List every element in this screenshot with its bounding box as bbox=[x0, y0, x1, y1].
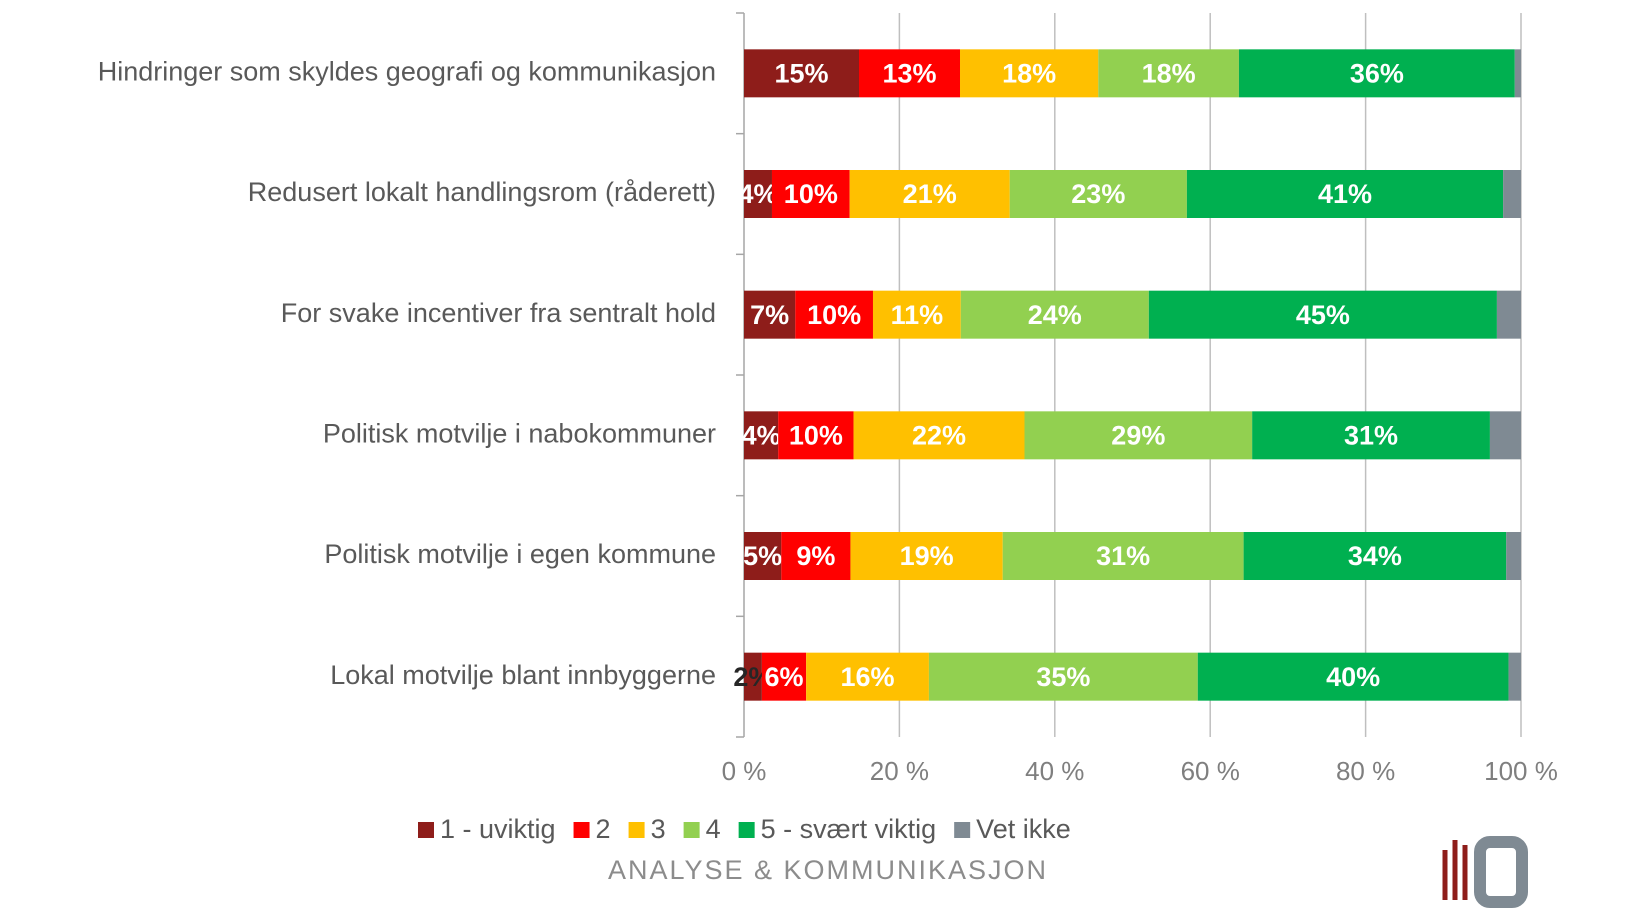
legend-swatch bbox=[628, 822, 645, 838]
footer: ANALYSE & KOMMUNIKASJON bbox=[608, 855, 1048, 885]
legend-label: 3 bbox=[651, 814, 666, 844]
x-tick-label: 20 % bbox=[870, 756, 929, 786]
bar-segment bbox=[1009, 170, 1187, 218]
bar-segment bbox=[1186, 170, 1504, 218]
data-label: 10% bbox=[789, 420, 843, 450]
bar-segment bbox=[1508, 652, 1521, 701]
legend-label: Vet ikke bbox=[976, 814, 1071, 844]
bar-segment bbox=[1489, 411, 1521, 460]
bar-segment bbox=[1238, 49, 1515, 98]
data-label: 16% bbox=[841, 662, 895, 692]
bar-segment bbox=[1243, 532, 1507, 580]
data-label: 18% bbox=[1142, 58, 1196, 88]
bar-segment bbox=[1503, 170, 1521, 218]
data-label: 45% bbox=[1296, 300, 1350, 330]
bar-segment bbox=[744, 170, 772, 218]
data-label: 22% bbox=[912, 420, 966, 450]
bar-segment bbox=[872, 290, 961, 339]
bar-segment bbox=[744, 290, 796, 339]
bar-segment bbox=[744, 652, 762, 701]
data-label: 5% bbox=[743, 541, 782, 571]
legend-swatch bbox=[418, 822, 434, 838]
data-label: 19% bbox=[900, 541, 954, 571]
bar-segment bbox=[806, 652, 929, 701]
x-tick-label: 60 % bbox=[1181, 756, 1240, 786]
data-label: 18% bbox=[1002, 58, 1056, 88]
bar-segment bbox=[858, 49, 961, 98]
bar-segment bbox=[1506, 532, 1521, 580]
bar-segment bbox=[853, 411, 1025, 460]
bar-segment bbox=[771, 170, 850, 218]
data-label: 15% bbox=[774, 58, 828, 88]
category-label: For svake incentiver fra sentralt hold bbox=[281, 298, 716, 328]
data-label: 13% bbox=[882, 58, 936, 88]
bar-segment bbox=[778, 411, 854, 460]
legend-swatch bbox=[683, 822, 700, 838]
data-label: 23% bbox=[1071, 179, 1125, 209]
category-label: Lokal motvilje blant innbyggerne bbox=[330, 660, 716, 690]
bar-segment bbox=[744, 532, 782, 580]
data-label: 34% bbox=[1348, 541, 1402, 571]
legend-swatch bbox=[573, 822, 590, 838]
bar-segment bbox=[744, 49, 859, 98]
category-label: Politisk motvilje i nabokommuner bbox=[323, 418, 716, 448]
bar-segment bbox=[1002, 532, 1244, 580]
x-tick-label: 0 % bbox=[722, 756, 767, 786]
data-label: 4% bbox=[738, 179, 777, 209]
data-label: 35% bbox=[1036, 662, 1090, 692]
category-label: Redusert lokalt handlingsrom (råderett) bbox=[248, 177, 716, 207]
bar-segment bbox=[960, 290, 1149, 339]
bar-segment bbox=[781, 532, 851, 580]
category-label: Politisk motvilje i egen kommune bbox=[324, 539, 716, 569]
x-tick-label: 40 % bbox=[1025, 756, 1084, 786]
data-label: 4% bbox=[742, 420, 781, 450]
logo bbox=[1442, 836, 1528, 908]
data-label: 24% bbox=[1028, 300, 1082, 330]
bar-segment bbox=[1496, 290, 1521, 339]
data-label: 31% bbox=[1344, 420, 1398, 450]
data-label: 9% bbox=[796, 541, 835, 571]
x-tick-label: 100 % bbox=[1484, 756, 1558, 786]
bar-segment bbox=[960, 49, 1099, 98]
data-label: 21% bbox=[903, 179, 957, 209]
legend-label: 2 bbox=[596, 814, 611, 844]
bar-segment bbox=[1252, 411, 1490, 460]
data-label: 7% bbox=[750, 300, 789, 330]
data-label: 41% bbox=[1318, 179, 1372, 209]
data-label: 31% bbox=[1096, 541, 1150, 571]
data-label: 6% bbox=[764, 662, 803, 692]
bar-segment bbox=[795, 290, 873, 339]
bar-segment bbox=[928, 652, 1198, 701]
legend-swatch bbox=[954, 822, 971, 838]
bar-segment bbox=[850, 532, 1003, 580]
data-label: 29% bbox=[1111, 420, 1165, 450]
bar-segment bbox=[1098, 49, 1239, 98]
x-tick-label: 80 % bbox=[1336, 756, 1395, 786]
bar-segment bbox=[1148, 290, 1497, 339]
bar-segment bbox=[1197, 652, 1509, 701]
bar-segment bbox=[849, 170, 1010, 218]
legend-label: 5 - svært viktig bbox=[761, 814, 937, 844]
legend-label: 4 bbox=[706, 814, 721, 844]
legend-swatch bbox=[738, 822, 755, 838]
legend-label: 1 - uviktig bbox=[440, 814, 556, 844]
bar-segment bbox=[744, 411, 779, 460]
data-label: 10% bbox=[784, 179, 838, 209]
data-label: 36% bbox=[1350, 58, 1404, 88]
bar-segment bbox=[761, 652, 807, 701]
data-label: 40% bbox=[1326, 662, 1380, 692]
data-label: 10% bbox=[807, 300, 861, 330]
bar-segment bbox=[1514, 49, 1521, 98]
bar-segment bbox=[1024, 411, 1253, 460]
data-label: 11% bbox=[891, 300, 944, 330]
category-label: Hindringer som skyldes geografi og kommu… bbox=[98, 56, 716, 86]
